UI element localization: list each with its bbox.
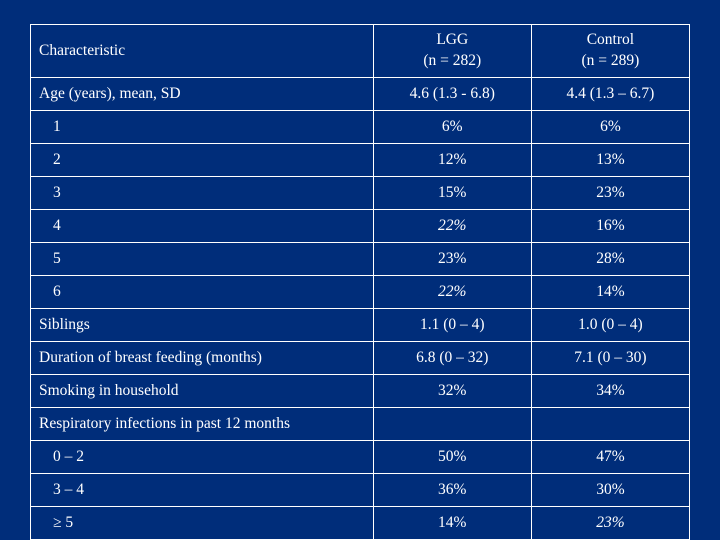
cell-lgg: 15%: [373, 177, 531, 210]
cell-lgg: 4.6 (1.3 - 6.8): [373, 78, 531, 111]
cell-characteristic: 1: [31, 111, 374, 144]
characteristics-table: Characteristic LGG (n = 282) Control (n …: [30, 24, 690, 540]
table-row: Duration of breast feeding (months) 6.8 …: [31, 342, 690, 375]
table-row: Smoking in household 32% 34%: [31, 375, 690, 408]
cell-control: 34%: [531, 375, 689, 408]
cell-control: 14%: [531, 276, 689, 309]
table-row: ≥ 5 14% 23%: [31, 507, 690, 540]
cell-lgg: 32%: [373, 375, 531, 408]
cell-control: 6%: [531, 111, 689, 144]
cell-control: 30%: [531, 474, 689, 507]
cell-characteristic: 3: [31, 177, 374, 210]
table-row: 4 22% 16%: [31, 210, 690, 243]
cell-lgg: 1.1 (0 – 4): [373, 309, 531, 342]
cell-characteristic: Respiratory infections in past 12 months: [31, 408, 374, 441]
cell-characteristic: Duration of breast feeding (months): [31, 342, 374, 375]
cell-control: 1.0 (0 – 4): [531, 309, 689, 342]
slide: { "background_color": "#002d7a", "border…: [0, 0, 720, 540]
table-row: 2 12% 13%: [31, 144, 690, 177]
cell-control: 16%: [531, 210, 689, 243]
header-control-sub: (n = 289): [582, 52, 640, 69]
cell-lgg: 23%: [373, 243, 531, 276]
cell-lgg: 14%: [373, 507, 531, 540]
cell-characteristic: 2: [31, 144, 374, 177]
cell-characteristic: 3 – 4: [31, 474, 374, 507]
cell-control: 23%: [531, 177, 689, 210]
cell-control: 4.4 (1.3 – 6.7): [531, 78, 689, 111]
cell-control: 47%: [531, 441, 689, 474]
cell-lgg: 12%: [373, 144, 531, 177]
header-control-label: Control: [587, 31, 634, 48]
cell-characteristic: 4: [31, 210, 374, 243]
cell-lgg: 36%: [373, 474, 531, 507]
table-row: 0 – 2 50% 47%: [31, 441, 690, 474]
table-row: 3 – 4 36% 30%: [31, 474, 690, 507]
cell-lgg: 22%: [373, 276, 531, 309]
table-header-row: Characteristic LGG (n = 282) Control (n …: [31, 25, 690, 78]
table-row: Age (years), mean, SD 4.6 (1.3 - 6.8) 4.…: [31, 78, 690, 111]
cell-characteristic: 0 – 2: [31, 441, 374, 474]
table-row: Respiratory infections in past 12 months: [31, 408, 690, 441]
cell-lgg: 22%: [373, 210, 531, 243]
cell-lgg: [373, 408, 531, 441]
cell-lgg: 6.8 (0 – 32): [373, 342, 531, 375]
header-control: Control (n = 289): [531, 25, 689, 78]
table-row: Siblings 1.1 (0 – 4) 1.0 (0 – 4): [31, 309, 690, 342]
header-lgg-sub: (n = 282): [423, 52, 481, 69]
table-row: 6 22% 14%: [31, 276, 690, 309]
cell-characteristic: Smoking in household: [31, 375, 374, 408]
cell-lgg: 6%: [373, 111, 531, 144]
header-lgg-label: LGG: [436, 31, 468, 48]
cell-characteristic: ≥ 5: [31, 507, 374, 540]
cell-control: 7.1 (0 – 30): [531, 342, 689, 375]
table-row: 5 23% 28%: [31, 243, 690, 276]
cell-control: [531, 408, 689, 441]
header-lgg: LGG (n = 282): [373, 25, 531, 78]
table-row: 1 6% 6%: [31, 111, 690, 144]
cell-lgg: 50%: [373, 441, 531, 474]
cell-characteristic: 5: [31, 243, 374, 276]
cell-characteristic: Age (years), mean, SD: [31, 78, 374, 111]
cell-control: 13%: [531, 144, 689, 177]
table-row: 3 15% 23%: [31, 177, 690, 210]
cell-characteristic: 6: [31, 276, 374, 309]
header-characteristic: Characteristic: [31, 25, 374, 78]
cell-control: 23%: [531, 507, 689, 540]
cell-characteristic: Siblings: [31, 309, 374, 342]
cell-control: 28%: [531, 243, 689, 276]
